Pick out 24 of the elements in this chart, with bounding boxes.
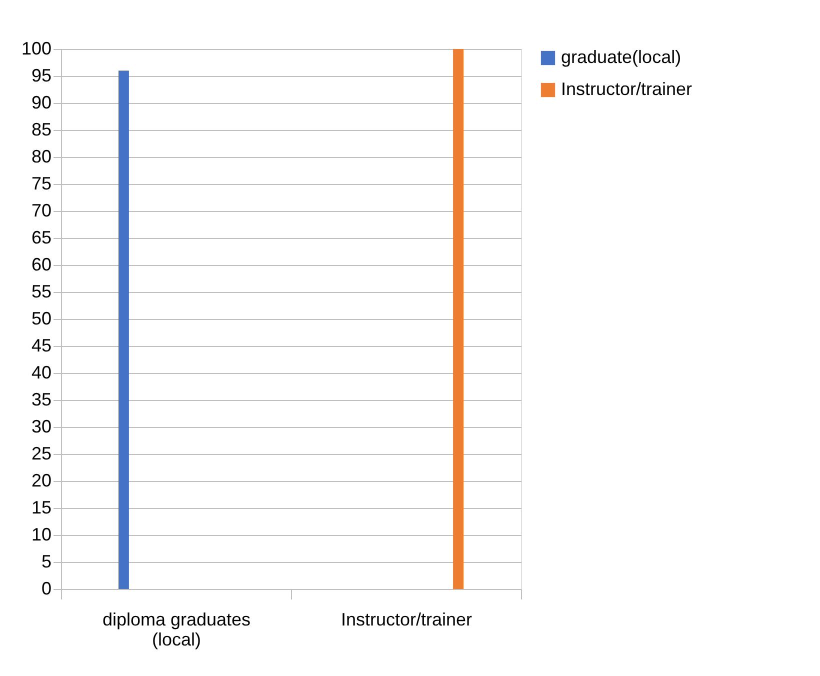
y-tick-label: 30 (31, 416, 52, 436)
y-tick-label: 25 (31, 444, 52, 464)
y-tick-label: 75 (31, 174, 52, 194)
y-tick-label: 15 (31, 498, 52, 518)
y-tick-label: 40 (31, 362, 52, 382)
y-tick-label: 85 (31, 120, 52, 140)
y-tick-label: 70 (31, 200, 52, 220)
y-tick-label: 90 (31, 92, 52, 112)
y-tick-label: 60 (31, 254, 52, 274)
y-tick-label: 20 (31, 470, 52, 490)
y-tick-label: 65 (31, 228, 52, 248)
y-tick-label: 35 (31, 390, 52, 410)
y-tick-label: 55 (31, 282, 52, 302)
x-tick-label: diploma graduates (local) (102, 610, 251, 650)
y-tick-label: 45 (31, 336, 52, 356)
y-tick-label: 5 (41, 552, 52, 572)
y-tick-label: 80 (31, 146, 52, 166)
y-tick-label: 95 (31, 66, 52, 86)
y-tick-label: 50 (31, 308, 52, 328)
legend-label: graduate(local) (561, 47, 682, 67)
y-tick-label: 0 (41, 578, 52, 598)
y-tick-label: 100 (21, 38, 52, 58)
legend-label: Instructor/trainer (561, 79, 692, 99)
y-tick-label: 10 (31, 524, 52, 544)
